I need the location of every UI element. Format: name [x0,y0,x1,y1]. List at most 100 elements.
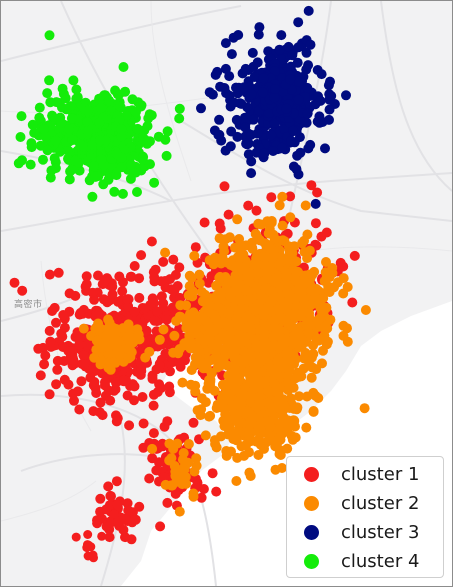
cluster-1-point [99,276,110,287]
cluster-3-point [287,50,298,61]
cluster-1-point [92,515,102,526]
cluster-1-point [82,340,93,351]
cluster-3-point [324,104,335,115]
cluster-3-point [293,94,304,105]
cluster-1-point [146,236,157,247]
cluster-1-point [100,377,110,388]
cluster-1-point [243,200,254,211]
cluster-2-point [211,280,222,291]
cluster-3-point [212,66,223,77]
cluster-2-point [201,333,212,344]
cluster-2-point [218,401,229,412]
cluster-2-point [277,235,288,246]
cluster-2-point [124,343,135,354]
legend-label: cluster 1 [341,464,420,485]
cluster-2-point [338,330,349,341]
cluster-2-point [277,463,287,473]
cluster-3-point [293,76,304,87]
cluster-2-point [283,385,294,396]
cluster-1-point [285,191,296,202]
cluster-1-point [112,499,123,510]
cluster-2-point [192,316,202,327]
cluster-3-point [258,73,269,84]
cluster-1-point [151,465,162,476]
cluster-1-point [94,308,105,319]
cluster-1-point [310,218,321,229]
cluster-2-point [181,317,192,328]
cluster-2-point [281,349,292,360]
cluster-1-point [124,420,135,431]
cluster-1-point [64,288,75,299]
cluster-2-point [190,352,201,363]
cluster-2-point [325,314,336,325]
cluster-1-point [174,262,185,273]
cluster-2-point [208,259,219,270]
cluster-1-point [161,314,172,325]
cluster-2-point [195,410,206,421]
cluster-2-point [122,332,133,342]
cluster-4-point [38,154,48,165]
cluster-2-point [225,292,236,303]
cluster-1-point [219,181,230,192]
cluster-2-point [185,337,196,348]
cluster-3-point [231,114,242,125]
cluster-2-point [166,453,177,464]
cluster-1-point [154,457,164,468]
cluster-1-point [215,223,226,234]
cluster-2-point [144,346,155,357]
cluster-3-point [341,90,351,101]
cluster-2-point [274,200,285,211]
cluster-2-point [269,276,280,287]
cluster-1-point [170,269,181,280]
cluster-2-point [317,358,327,369]
cluster-2-point [243,322,253,333]
cluster-4-point [27,119,38,130]
cluster-1-point [40,350,51,361]
cluster-2-point [248,379,259,390]
cluster-3-point [310,198,321,209]
cluster-4-point [42,145,53,156]
cluster-3-point [266,130,277,141]
cluster-1-point [338,261,349,272]
cluster-4-point [17,155,27,166]
cluster-2-point [287,248,298,258]
cluster-2-point [306,372,317,383]
cluster-1-point [130,514,141,525]
cluster-1-point [52,355,63,366]
cluster-4-point [25,159,36,170]
cluster-2-point [253,450,264,460]
cluster-2-point [272,355,283,366]
cluster-3-point [324,114,334,125]
cluster-2-point [266,243,277,254]
cluster-2-point [205,410,216,421]
cluster-2-point [237,357,248,368]
cluster-4-point [110,85,121,96]
cluster-4-point [50,113,61,124]
cluster-2-point [212,294,223,305]
cluster-4-point [111,149,122,159]
cluster-4-point [34,112,45,123]
cluster-1-point [156,276,167,287]
cluster-2-point [177,377,188,388]
cluster-2-point [289,359,299,369]
cluster-2-point [277,191,288,202]
cluster-3-point [233,30,244,40]
legend-item-cluster-4: cluster 4 [287,547,443,576]
cluster-2-point [259,328,270,339]
cluster-1-point [97,531,107,541]
cluster-2-point [274,325,285,336]
cluster-1-point [148,428,159,439]
cluster-1-point [111,416,122,427]
cluster-1-point [72,386,83,397]
cluster-2-point [226,402,237,413]
cluster-1-point [129,261,140,271]
cluster-3-point [196,103,206,114]
cluster-1-point [129,306,140,317]
cluster-1-point [148,400,159,411]
cluster-4-point [174,113,185,124]
cluster-1-point [52,364,63,375]
cluster-3-point [274,44,285,55]
cluster-2-point [239,450,249,461]
cluster-3-point [214,114,225,125]
